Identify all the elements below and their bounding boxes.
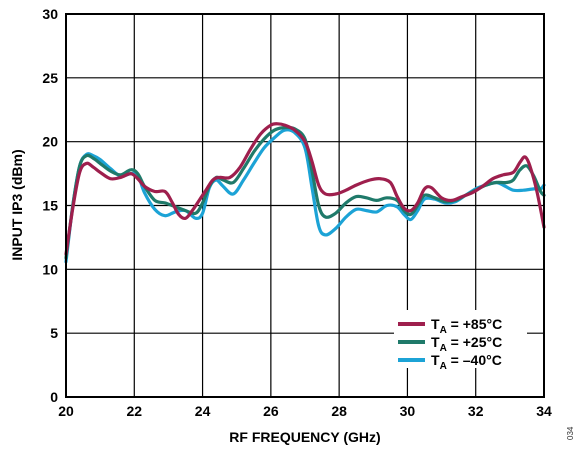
y-tick-label: 0 [50, 389, 58, 405]
legend-label-subscript: A [440, 361, 447, 372]
legend-label-main: T [431, 316, 440, 332]
x-axis-title: RF FREQUENCY (GHz) [229, 429, 380, 445]
legend: TA = +85°CTA = +25°CTA = –40°C [394, 310, 527, 372]
x-tick-label: 32 [468, 403, 484, 419]
series-line-85c [64, 122, 546, 256]
series-group [64, 122, 546, 264]
y-tick-label: 10 [42, 261, 58, 277]
figure-id: 034 [566, 426, 575, 440]
x-tick-label: 22 [126, 403, 142, 419]
x-tick-label: 28 [331, 403, 347, 419]
legend-label-main: T [431, 352, 440, 368]
x-tick-label: 34 [536, 403, 552, 419]
tick-labels: 20 22 24 26 28 30 32 34 0 5 10 15 20 25 30 [42, 6, 552, 419]
legend-label: TA = +25°C [431, 334, 502, 354]
legend-label-subscript: A [440, 325, 447, 336]
y-tick-label: 25 [42, 70, 58, 86]
legend-label-subscript: A [440, 343, 447, 354]
legend-label: TA = –40°C [431, 352, 502, 372]
legend-label-rest: = +25°C [447, 334, 502, 350]
y-tick-label: 5 [50, 325, 58, 341]
x-tick-label: 24 [195, 403, 211, 419]
y-axis-title: INPUT IP3 (dBm) [9, 149, 25, 260]
y-tick-label: 15 [42, 198, 58, 214]
plot-frame [65, 13, 545, 398]
y-tick-label: 30 [42, 6, 58, 22]
y-tick-label: 20 [42, 134, 58, 150]
series-line-minus40c [64, 128, 546, 264]
x-tick-label: 30 [400, 403, 416, 419]
legend-label: TA = +85°C [431, 316, 502, 336]
legend-label-main: T [431, 334, 440, 350]
legend-label-rest: = –40°C [447, 352, 502, 368]
legend-label-rest: = +85°C [447, 316, 502, 332]
x-tick-label: 20 [58, 403, 74, 419]
x-tick-label: 26 [263, 403, 279, 419]
